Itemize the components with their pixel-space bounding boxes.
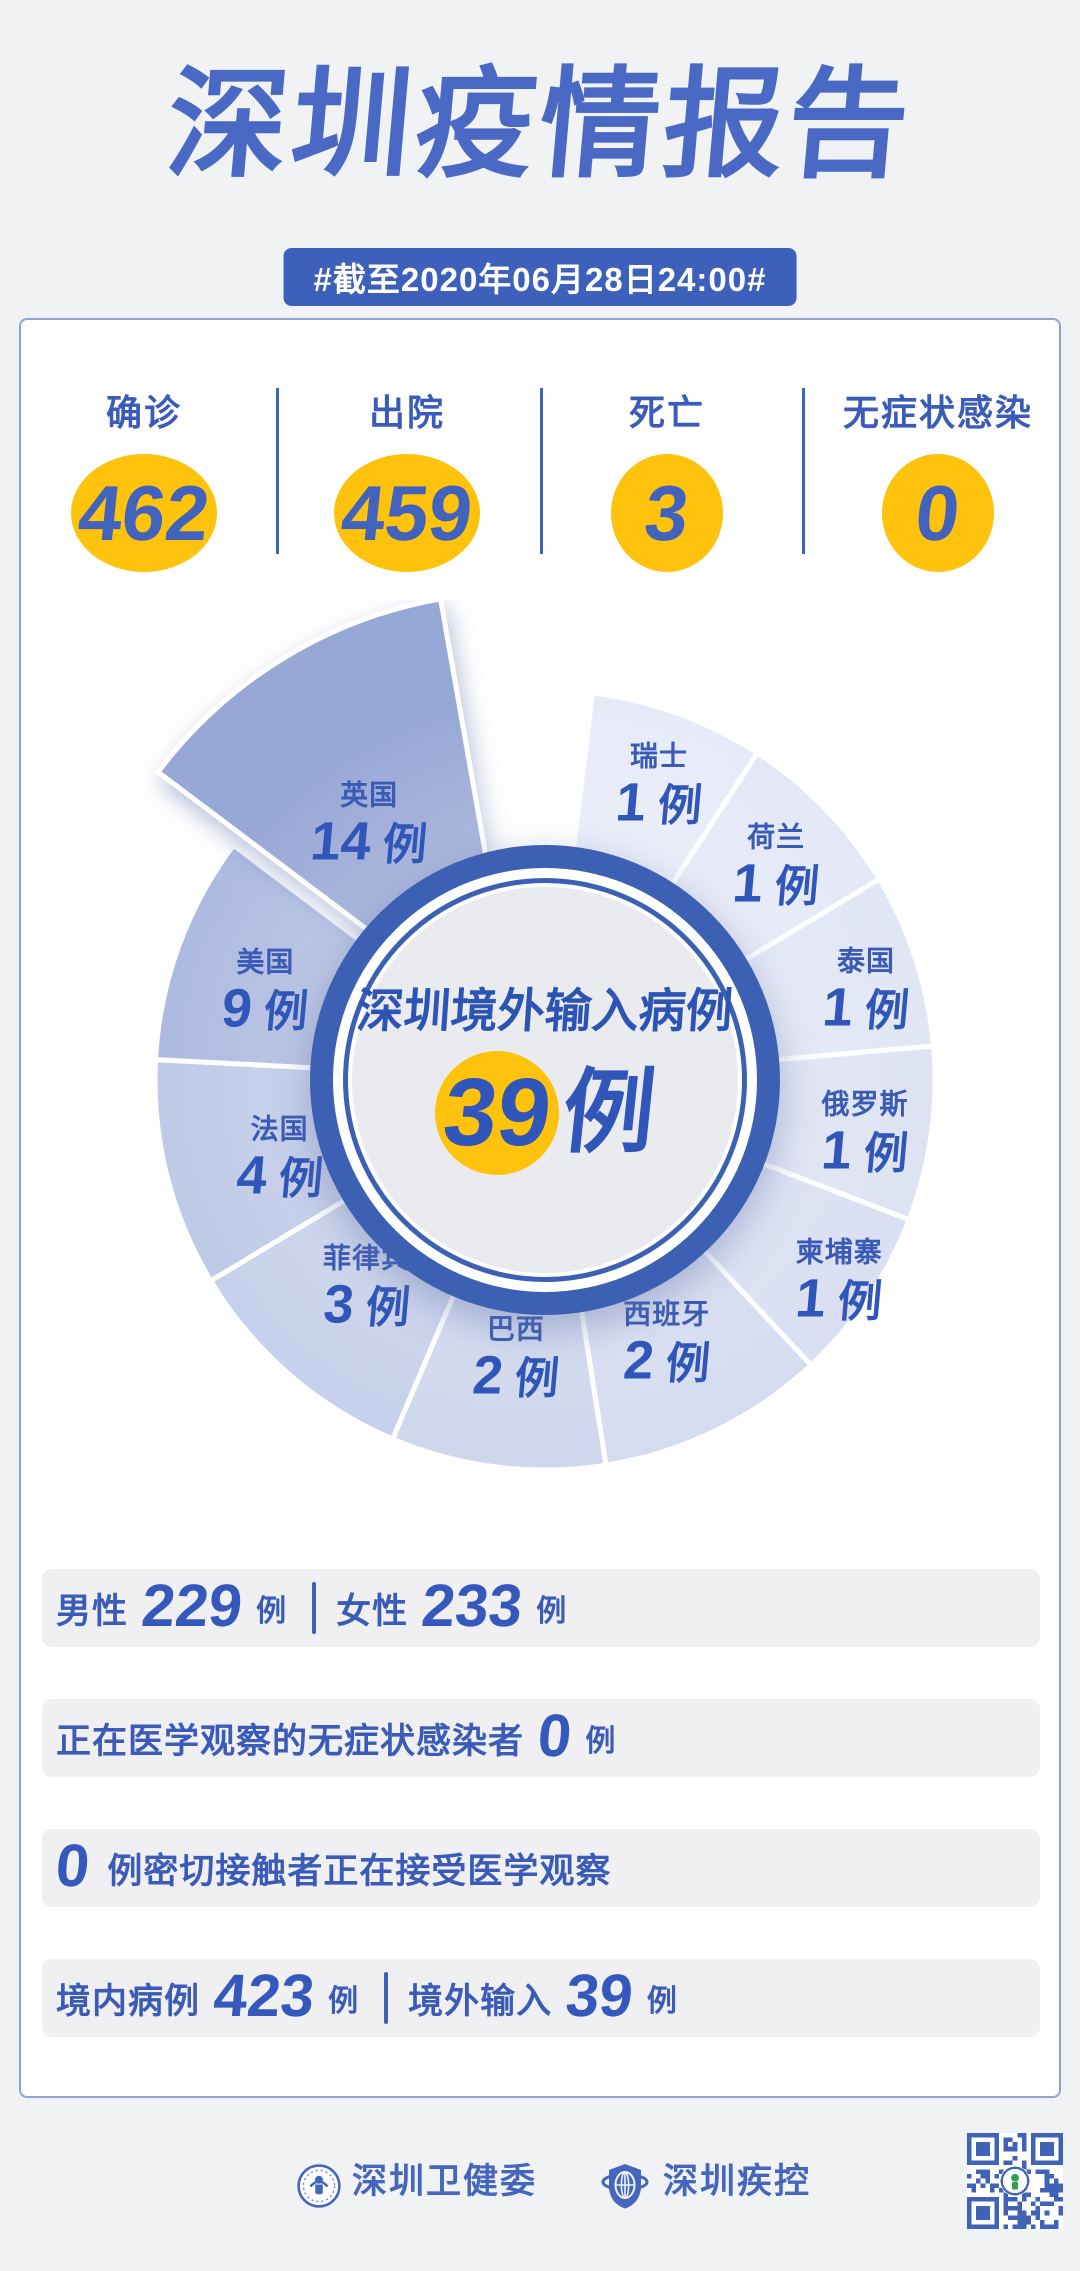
domestic-label: 境内病例: [56, 1981, 201, 2021]
stat-label: 出院: [368, 392, 445, 433]
row-case-origin: 境内病例 423 例 境外输入 39 例: [42, 1959, 1040, 2037]
stat-value: 3: [640, 469, 694, 557]
qr-center-emblem: [999, 2165, 1031, 2197]
pie-label-荷兰: 荷兰 1 例: [730, 816, 822, 915]
female-value: 233: [419, 1572, 526, 1639]
row-divider: [384, 1972, 389, 2024]
stat-value: 0: [911, 469, 965, 557]
pie-label-country: 瑞士: [629, 740, 688, 772]
pie-label-count: 1 例: [730, 854, 822, 915]
pie-label-count: 4 例: [233, 1145, 325, 1206]
stat-divider: [802, 388, 805, 554]
org-health-commission: 深圳卫健委: [352, 2162, 538, 2201]
pie-label-count: 14 例: [308, 811, 430, 872]
total-unit: 例: [557, 1062, 661, 1164]
pie-label-count: 1 例: [820, 977, 912, 1038]
stat-asymptomatic: 无症状感染 0: [808, 384, 1068, 572]
pie-label-count: 9 例: [219, 978, 311, 1039]
stat-divider: [276, 388, 279, 554]
org-cdc: 深圳疾控: [663, 2162, 812, 2201]
pie-label-country: 西班牙: [623, 1298, 711, 1330]
row-gender: 男性 229 例 女性 233 例: [42, 1569, 1040, 1647]
page-title: 深圳疫情报告: [162, 58, 918, 192]
pie-label-country: 柬埔寨: [795, 1236, 883, 1268]
stat-deaths: 死亡 3: [537, 384, 797, 572]
asymptomatic-value: 0: [535, 1702, 575, 1769]
stat-label: 无症状感染: [842, 392, 1033, 433]
stat-label: 死亡: [628, 392, 705, 433]
pie-center-title: 深圳境外输入病例: [354, 984, 735, 1037]
row-close-contacts: 0 例密切接触者正在接受医学观察: [42, 1829, 1040, 1907]
pie-label-泰国: 泰国 1 例: [820, 940, 912, 1038]
pie-label-法国: 法国 4 例: [233, 1108, 325, 1206]
pie-label-count: 2 例: [470, 1346, 561, 1407]
unit-label: 例: [536, 1595, 567, 1628]
pie-label-count: 2 例: [620, 1330, 712, 1391]
row-divider: [312, 1582, 317, 1634]
stat-divider: [540, 388, 543, 554]
pie-label-count: 3 例: [320, 1274, 412, 1335]
date-badge: #截至2020年06月28日24:00#: [283, 248, 797, 306]
unit-label: 例: [256, 1595, 287, 1628]
unit-label: 例: [585, 1725, 616, 1758]
pie-label-country: 美国: [236, 946, 295, 978]
total-value: 39: [438, 1059, 557, 1166]
close-contacts-value: 0: [53, 1832, 93, 1899]
male-label: 男性: [56, 1591, 129, 1631]
stat-value: 459: [337, 469, 477, 557]
stat-bubble: 462: [71, 454, 217, 572]
pie-center-total: 39 例: [325, 1050, 765, 1176]
pie-label-美国: 美国 9 例: [219, 941, 311, 1039]
stat-bubble: 459: [334, 454, 480, 572]
pie-label-瑞士: 瑞士 1 例: [613, 735, 704, 833]
pie-label-country: 荷兰: [747, 822, 806, 854]
male-value: 229: [139, 1572, 246, 1639]
pie-label-country: 法国: [250, 1113, 309, 1145]
unit-label: 例: [328, 1985, 359, 2018]
health-commission-seal-icon: [296, 2163, 342, 2214]
close-contacts-label: 例密切接触者正在接受医学观察: [107, 1851, 612, 1891]
qr-code: [967, 2133, 1063, 2229]
pie-label-俄罗斯: 俄罗斯 1 例: [819, 1082, 911, 1181]
pie-label-country: 泰国: [837, 945, 896, 977]
pie-label-count: 1 例: [819, 1120, 911, 1181]
asymptomatic-label: 正在医学观察的无症状感染者: [56, 1721, 525, 1761]
stat-bubble: 0: [882, 454, 994, 572]
domestic-value: 423: [211, 1962, 318, 2029]
unit-label: 例: [646, 1985, 677, 2018]
stat-label: 确诊: [105, 392, 182, 433]
pie-label-巴西: 巴西 2 例: [470, 1308, 561, 1407]
pie-label-country: 俄罗斯: [821, 1088, 909, 1120]
row-asymptomatic-observation: 正在医学观察的无症状感染者 0 例: [42, 1699, 1040, 1777]
pie-label-count: 1 例: [613, 772, 704, 833]
stat-bubble: 3: [611, 454, 723, 572]
pie-label-country: 巴西: [486, 1314, 545, 1346]
pie-label-country: 英国: [340, 779, 399, 811]
female-label: 女性: [336, 1591, 409, 1631]
pie-label-西班牙: 西班牙 2 例: [620, 1293, 712, 1391]
cdc-shield-icon: [601, 2161, 649, 2216]
stat-confirmed: 确诊 462: [14, 384, 274, 572]
imported-value: 39: [563, 1962, 636, 2029]
stat-value: 462: [74, 469, 214, 557]
medallion-thin-ring: [343, 878, 747, 1282]
pie-label-count: 1 例: [793, 1268, 885, 1329]
imported-label: 境外输入: [408, 1981, 553, 2021]
pie-label-英国: 英国 14 例: [308, 773, 430, 872]
pie-label-柬埔寨: 柬埔寨 1 例: [793, 1230, 885, 1329]
stat-discharged: 出院 459: [277, 384, 537, 572]
total-bubble: 39: [434, 1051, 559, 1175]
